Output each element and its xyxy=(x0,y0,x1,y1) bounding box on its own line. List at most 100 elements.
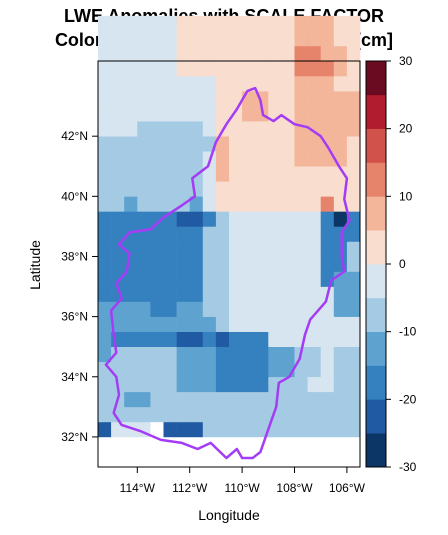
heatmap-cell xyxy=(202,211,217,227)
y-tick-label: 34°N xyxy=(61,370,88,384)
heatmap-cell xyxy=(307,76,321,92)
heatmap-cell xyxy=(202,451,217,468)
heatmap-cell xyxy=(176,91,190,107)
heatmap-cell xyxy=(242,346,256,363)
heatmap-cell xyxy=(215,241,230,257)
heatmap-cell xyxy=(307,15,321,32)
heatmap-cell xyxy=(215,361,230,378)
heatmap-cell xyxy=(98,256,112,272)
heatmap-cell xyxy=(229,45,243,62)
heatmap-cell xyxy=(294,181,308,197)
heatmap-cell xyxy=(176,151,190,167)
heatmap-cell xyxy=(255,271,269,287)
heatmap-cell xyxy=(202,241,217,257)
heatmap-cell xyxy=(229,136,243,152)
heatmap-cell xyxy=(281,271,295,287)
heatmap-cell xyxy=(346,391,361,408)
y-tick-label: 32°N xyxy=(61,430,88,444)
heatmap-cell xyxy=(163,121,177,137)
heatmap-cell xyxy=(150,286,164,302)
heatmap-cell xyxy=(189,196,204,212)
heatmap-cell xyxy=(346,316,361,332)
heatmap-cell xyxy=(98,346,112,363)
heatmap-cell xyxy=(281,45,295,62)
heatmap-cell xyxy=(229,15,243,32)
heatmap-cell xyxy=(137,256,151,272)
heatmap-cell xyxy=(215,421,230,438)
heatmap-cell xyxy=(150,376,164,393)
heatmap-cell xyxy=(215,15,230,32)
heatmap-cell xyxy=(111,151,125,167)
heatmap-cell xyxy=(320,61,335,77)
heatmap-cell xyxy=(307,61,321,77)
heatmap-cell xyxy=(98,61,112,77)
heatmap-cell xyxy=(229,406,243,423)
heatmap-cell xyxy=(150,136,164,152)
heatmap-cell xyxy=(294,316,308,332)
heatmap-cell xyxy=(229,391,243,408)
heatmap-cell xyxy=(163,166,177,182)
heatmap-cell xyxy=(307,451,321,468)
heatmap-cell xyxy=(124,361,138,378)
heatmap-cell xyxy=(320,30,335,47)
colorbar-swatch xyxy=(366,128,386,163)
heatmap-cell xyxy=(307,436,321,453)
heatmap-cell xyxy=(281,406,295,423)
heatmap-cell xyxy=(268,136,282,152)
heatmap-cell xyxy=(176,256,190,272)
heatmap-cell xyxy=(124,61,138,77)
heatmap-cell xyxy=(215,166,230,182)
heatmap-cell xyxy=(320,91,335,107)
heatmap-cell xyxy=(268,121,282,137)
heatmap-cell xyxy=(215,256,230,272)
heatmap-cell xyxy=(320,256,335,272)
heatmap-cell xyxy=(124,181,138,197)
heatmap-cell xyxy=(346,286,361,302)
heatmap-cell xyxy=(294,15,308,32)
heatmap-cell xyxy=(320,361,335,378)
heatmap-cell xyxy=(268,331,282,348)
heatmap-cell xyxy=(163,241,177,257)
heatmap-cell xyxy=(176,166,190,182)
heatmap-cell xyxy=(163,15,177,32)
heatmap-cell xyxy=(255,196,269,212)
heatmap-cell xyxy=(150,241,164,257)
heatmap-cell xyxy=(255,226,269,242)
heatmap-cell xyxy=(150,106,164,122)
heatmap-cell xyxy=(189,361,204,378)
heatmap-cell xyxy=(111,211,125,227)
heatmap-cell xyxy=(268,271,282,287)
heatmap-cell xyxy=(307,30,321,47)
heatmap-cell xyxy=(294,301,308,317)
heatmap-cell xyxy=(346,241,361,257)
heatmap-cell xyxy=(202,376,217,393)
heatmap-cell xyxy=(320,391,335,408)
heatmap-cell xyxy=(346,331,361,348)
heatmap-cell xyxy=(268,61,282,77)
heatmap-cell xyxy=(137,30,151,47)
y-axis: 32°N 34°N 36°N 38°N 40°N 42°N xyxy=(61,129,98,444)
heatmap-cell xyxy=(137,61,151,77)
heatmap-cell xyxy=(150,301,164,317)
heatmap-cell xyxy=(242,241,256,257)
heatmap-cell xyxy=(215,226,230,242)
heatmap-cell xyxy=(202,45,217,62)
heatmap-cell xyxy=(346,346,361,363)
heatmap-cell xyxy=(320,76,335,92)
heatmap-cell xyxy=(215,45,230,62)
heatmap-cell xyxy=(229,331,243,348)
heatmap-cell xyxy=(255,421,269,438)
heatmap-cell xyxy=(346,15,361,32)
heatmap-cell xyxy=(163,196,177,212)
heatmap-cell xyxy=(307,301,321,317)
heatmap-cell xyxy=(294,286,308,302)
heatmap-cell xyxy=(281,331,295,348)
heatmap-cell xyxy=(189,301,204,317)
heatmap-cell xyxy=(189,15,204,32)
heatmap-cell xyxy=(202,121,217,137)
heatmap-cell xyxy=(281,226,295,242)
x-tick-label: 108°W xyxy=(276,481,313,495)
heatmap-cell xyxy=(281,15,295,32)
heatmap-cell xyxy=(281,391,295,408)
heatmap-cell xyxy=(346,196,361,212)
